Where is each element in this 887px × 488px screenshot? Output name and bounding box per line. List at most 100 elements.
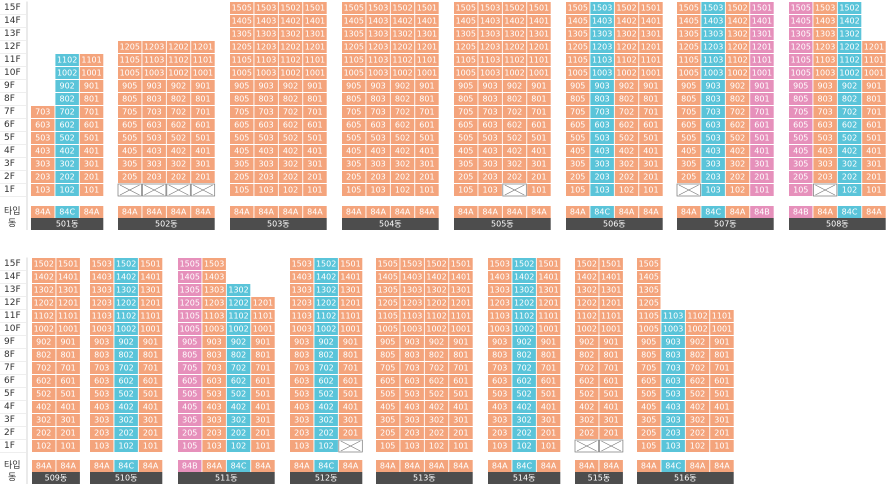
- unit-number: 1202: [577, 299, 597, 308]
- type-label: 84A: [453, 462, 469, 471]
- unit-cell: [254, 184, 278, 196]
- unit-cell: [415, 2, 439, 14]
- unit-number: 1505: [344, 4, 364, 13]
- floor-label: 12F: [4, 298, 21, 308]
- unit-number: 1403: [402, 273, 422, 282]
- unit-number: 1101: [305, 56, 325, 65]
- unit-number: 805: [380, 351, 395, 360]
- floor-label: 7F: [4, 363, 15, 373]
- unit-cell: [527, 145, 551, 157]
- unit-number: 505: [380, 390, 395, 399]
- unit-number: 703: [405, 364, 420, 373]
- unit-number: 602: [429, 377, 444, 386]
- unit-number: 1301: [601, 286, 621, 295]
- unit-number: 202: [507, 173, 522, 182]
- unit-number: 1301: [529, 30, 549, 39]
- floor-label: 13F: [4, 285, 21, 295]
- unit-number: 102: [730, 186, 745, 195]
- unit-number: 1403: [592, 17, 612, 26]
- unit-cell: [862, 119, 886, 131]
- type-label: 84A: [458, 208, 474, 217]
- unit-cell: [178, 414, 202, 426]
- type-cell: [142, 206, 166, 218]
- unit-number: 305: [234, 160, 249, 169]
- unit-cell: [303, 145, 327, 157]
- unit-number: 1502: [839, 4, 859, 13]
- unit-number: 502: [517, 390, 532, 399]
- unit-number: 1003: [144, 69, 164, 78]
- unit-number: 805: [458, 95, 473, 104]
- unit-number: 503: [35, 134, 50, 143]
- unit-cell: [342, 93, 366, 105]
- unit-number: 1002: [504, 69, 524, 78]
- unit-cell: [191, 171, 215, 183]
- unit-cell: [342, 15, 366, 27]
- unit-number: 303: [666, 416, 681, 425]
- unit-cell: [114, 414, 138, 426]
- unit-cell: [254, 28, 278, 40]
- unit-number: 802: [507, 95, 522, 104]
- unit-cell: [862, 106, 886, 118]
- unit-number: 1105: [344, 56, 364, 65]
- unit-number: 1203: [368, 43, 388, 52]
- unit-number: 401: [531, 147, 546, 156]
- unit-number: 303: [259, 160, 274, 169]
- unit-number: 1101: [529, 56, 549, 65]
- unit-number: 1405: [180, 273, 200, 282]
- unit-number: 502: [231, 390, 246, 399]
- unit-number: 503: [483, 134, 498, 143]
- unit-number: 802: [36, 351, 51, 360]
- unit-number: 401: [604, 403, 619, 412]
- unit-number: 201: [255, 429, 270, 438]
- unit-cell: [415, 132, 439, 144]
- unit-cell: [118, 119, 142, 131]
- unit-cell: [254, 119, 278, 131]
- unit-number: 202: [36, 429, 51, 438]
- unit-cell: [789, 119, 813, 131]
- unit-cell: [278, 119, 303, 131]
- unit-number: 1401: [58, 273, 78, 282]
- unit-number: 1002: [34, 325, 54, 334]
- unit-cell: [230, 119, 254, 131]
- unit-cell: [614, 119, 639, 131]
- unit-cell: [614, 158, 639, 170]
- unit-number: 1305: [180, 286, 200, 295]
- unit-number: 1403: [368, 17, 388, 26]
- unit-cell: [118, 171, 142, 183]
- unit-cell: [254, 54, 278, 66]
- unit-number: 505: [570, 134, 585, 143]
- unit-number: 405: [122, 147, 137, 156]
- unit-number: 1001: [193, 69, 213, 78]
- unit-number: 803: [818, 95, 833, 104]
- unit-cell: [79, 132, 104, 144]
- unit-number: 703: [259, 108, 274, 117]
- unit-cell: [789, 132, 813, 144]
- unit-cell: [90, 336, 114, 348]
- unit-number: 1205: [639, 299, 659, 308]
- unit-number: 202: [319, 429, 334, 438]
- unit-cell: [90, 271, 114, 283]
- unit-number: 1102: [616, 56, 636, 65]
- unit-cell: [566, 93, 590, 105]
- unit-number: 702: [283, 108, 298, 117]
- type-label: 84A: [35, 208, 51, 217]
- type-cell: [614, 206, 639, 218]
- unit-cell: [725, 132, 750, 144]
- unit-number: 1405: [344, 17, 364, 26]
- unit-number: 1103: [663, 312, 683, 321]
- unit-number: 902: [119, 338, 134, 347]
- unit-cell: [31, 119, 55, 131]
- unit-number: 1205: [568, 43, 588, 52]
- unit-number: 303: [371, 160, 386, 169]
- unit-cell: [725, 184, 750, 196]
- unit-cell: [90, 375, 114, 387]
- unit-number: 301: [255, 416, 270, 425]
- unit-cell: [478, 2, 502, 14]
- unit-cell: [278, 54, 303, 66]
- unit-cell: [230, 158, 254, 170]
- unit-number: 203: [371, 173, 386, 182]
- dong-bar: [230, 218, 327, 230]
- unit-number: 701: [604, 364, 619, 373]
- unit-number: 801: [866, 95, 881, 104]
- unit-cell: [142, 41, 166, 53]
